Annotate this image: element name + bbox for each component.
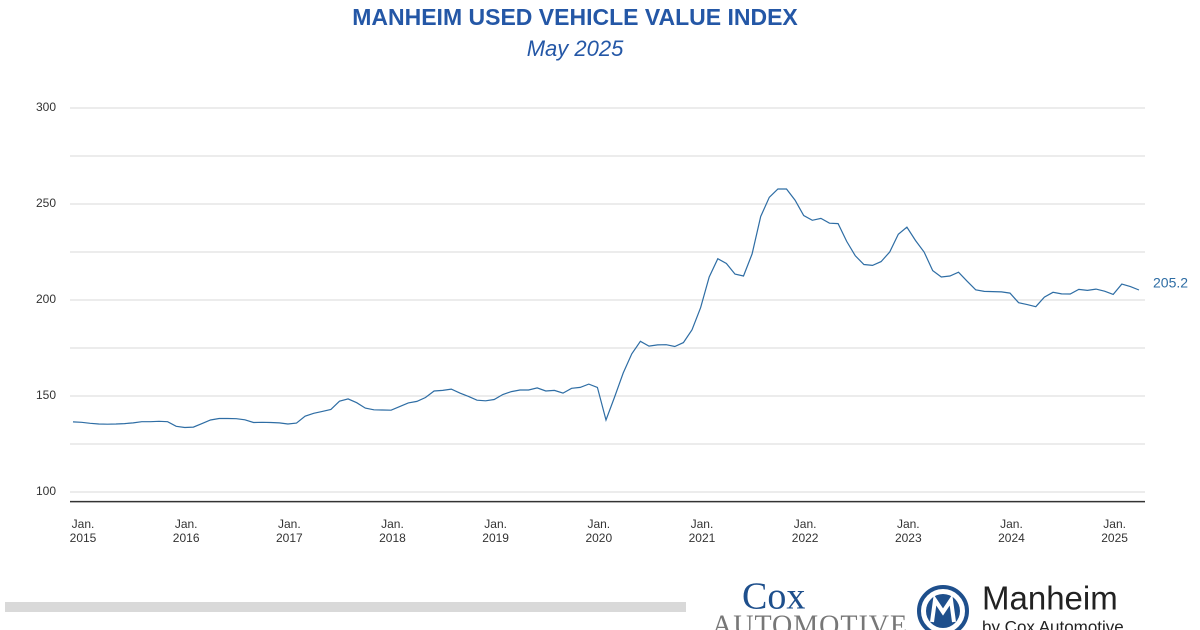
y-tick-label: 200 [36,292,56,306]
cox-logo-sub: Automotive [712,610,908,630]
x-tick-label: Jan. 2024 [998,517,1025,545]
x-tick-label: Jan. 2018 [379,517,406,545]
x-tick-label: Jan. 2022 [792,517,819,545]
x-tick-label: Jan. 2017 [276,517,303,545]
footer-bar [5,602,686,612]
data-line [72,188,1140,429]
chart-subtitle: May 2025 [527,36,624,61]
y-tick-label: 100 [36,484,56,498]
chart-title: MANHEIM USED VEHICLE VALUE INDEX [352,4,798,30]
x-tick-label: Jan. 2025 [1101,517,1128,545]
x-tick-label: Jan. 2020 [585,517,612,545]
cox-logo: Cox [742,576,805,618]
x-tick-label: Jan. 2021 [689,517,716,545]
manheim-logo-m [930,594,956,623]
manheim-logo-ring [917,585,969,630]
end-label: 205.2 [1153,275,1188,291]
manheim-logo: Manheim [982,580,1118,617]
y-tick-label: 150 [36,388,56,402]
manheim-logo-sub: by Cox Automotive [982,617,1124,630]
x-tick-label: Jan. 2019 [482,517,509,545]
x-tick-label: Jan. 2015 [70,517,97,545]
y-tick-label: 250 [36,196,56,210]
x-tick-label: Jan. 2023 [895,517,922,545]
y-tick-label: 300 [36,100,56,114]
x-tick-label: Jan. 2016 [173,517,200,545]
